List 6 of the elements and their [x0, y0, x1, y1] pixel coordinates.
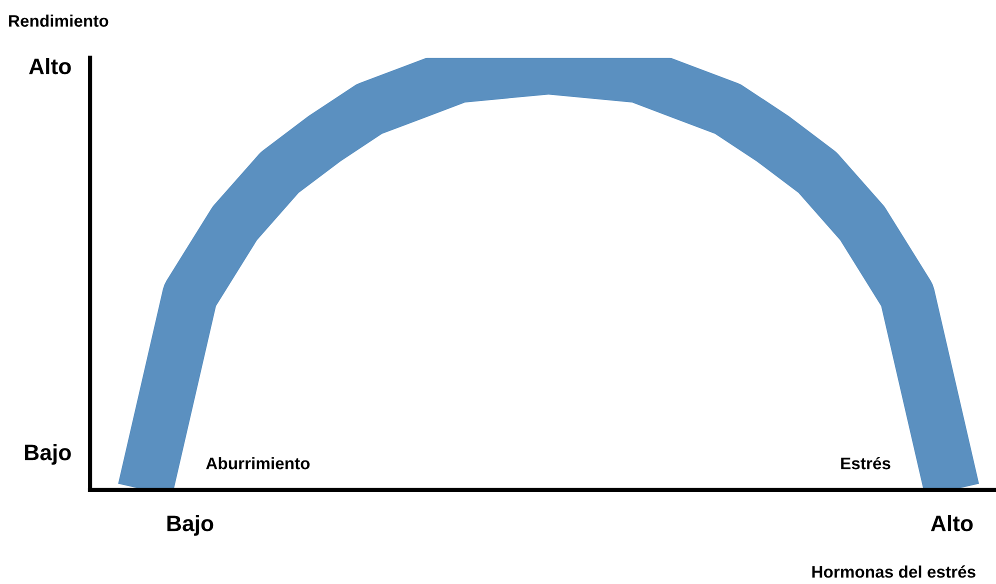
annotation: Estrés — [841, 456, 890, 470]
y-axis-title: Rendimiento — [9, 14, 108, 27]
text: Bajo — [25, 444, 71, 465]
annotation: Aburrimiento — [206, 457, 310, 470]
text: Alto — [29, 58, 71, 74]
x-axis-title: Hormonas del estrés — [812, 565, 976, 578]
